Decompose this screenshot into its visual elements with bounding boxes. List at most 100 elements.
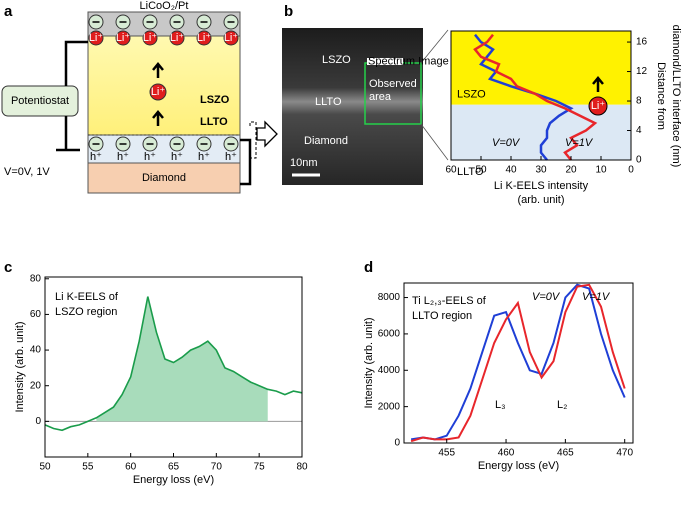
- shaded-area: [96, 296, 268, 422]
- label: 10: [595, 165, 607, 176]
- label: LLTO: [315, 96, 342, 108]
- label: Distance from: [655, 62, 667, 130]
- label: Li⁺: [89, 32, 104, 44]
- label: Li⁺: [151, 86, 166, 98]
- label: 60: [30, 309, 42, 320]
- label: 470: [616, 448, 633, 459]
- label: Diamond: [304, 135, 348, 147]
- li-ion: [223, 30, 239, 46]
- label: h⁺: [117, 151, 129, 163]
- li-ion: [142, 30, 158, 46]
- label: 10nm: [290, 157, 318, 169]
- label: V=0V: [492, 137, 521, 149]
- label: 20: [30, 380, 42, 391]
- label: 2000: [378, 401, 401, 412]
- label: V=1V: [582, 291, 611, 303]
- label: Li K-EELS of: [55, 291, 119, 303]
- label: 60: [125, 462, 137, 473]
- frame: [403, 282, 634, 444]
- label: Li⁺: [224, 32, 239, 44]
- label: d: [364, 259, 373, 276]
- spectrum-line: [44, 296, 303, 432]
- micrograph: [282, 28, 449, 185]
- label: 20: [565, 165, 577, 176]
- label: 50: [39, 462, 51, 473]
- label: 30: [535, 165, 547, 176]
- label: 0: [35, 416, 41, 427]
- profile-line: [474, 33, 574, 161]
- label: 460: [498, 448, 515, 459]
- label: 465: [557, 448, 574, 459]
- profile-line: [473, 33, 598, 161]
- label: h⁺: [171, 151, 183, 163]
- label: 75: [254, 462, 266, 473]
- label: Potentiostat: [11, 95, 69, 107]
- arrow: [592, 76, 604, 92]
- label: 50: [475, 165, 487, 176]
- label: 12: [636, 66, 648, 77]
- label: Li⁺: [591, 100, 606, 112]
- label: L₂: [557, 399, 567, 411]
- label: 0: [394, 438, 400, 449]
- label: a: [4, 3, 13, 20]
- li-ion: [149, 83, 167, 101]
- label: LSZO: [322, 54, 351, 66]
- label: 55: [82, 462, 94, 473]
- label: h⁺: [198, 151, 210, 163]
- label: LLTO: [200, 116, 228, 128]
- label: Diamond: [142, 172, 186, 184]
- label: 60: [445, 165, 457, 176]
- label: 65: [168, 462, 180, 473]
- label: Intensity (arb. unit): [14, 321, 26, 412]
- label: h⁺: [144, 151, 156, 163]
- label: LSZO: [457, 89, 486, 101]
- label: Energy loss (eV): [478, 460, 559, 472]
- label: Li⁺: [116, 32, 131, 44]
- li-ion: [588, 96, 608, 116]
- label: 6000: [378, 329, 401, 340]
- label: 70: [211, 462, 223, 473]
- label: LSZO: [200, 94, 230, 106]
- label: b: [284, 3, 293, 20]
- label: 80: [30, 273, 42, 284]
- label: 8: [636, 96, 642, 107]
- label: 40: [30, 345, 42, 356]
- label: Energy loss (eV): [133, 474, 214, 486]
- label: diamond/LLTO interface (nm): [670, 25, 682, 168]
- label: V=0V: [532, 291, 561, 303]
- label: 4000: [378, 365, 401, 376]
- label: 80: [296, 462, 308, 473]
- label: Li⁺: [197, 32, 212, 44]
- label: 0: [628, 165, 634, 176]
- label: c: [4, 259, 12, 276]
- label: V=0V, 1V: [4, 166, 50, 178]
- label: 455: [438, 448, 455, 459]
- li-ion: [196, 30, 212, 46]
- label: area: [369, 91, 392, 103]
- label: LLTO: [457, 166, 484, 178]
- label: Observed: [369, 78, 417, 90]
- label: Li⁺: [143, 32, 158, 44]
- label: LiCoO₂/Pt: [140, 0, 189, 12]
- label: Li K-EELS intensity: [494, 180, 589, 192]
- label: L₃: [495, 399, 506, 411]
- li-ion: [169, 30, 185, 46]
- li-ion: [88, 30, 104, 46]
- label: V=1V: [565, 137, 594, 149]
- label: Ti L₂,₃-EELS of: [412, 295, 487, 307]
- label: 16: [636, 37, 648, 48]
- label: 40: [505, 165, 517, 176]
- label: (arb. unit): [517, 194, 564, 206]
- label: h⁺: [90, 151, 102, 163]
- label: LLTO region: [412, 310, 472, 322]
- label: Intensity (arb. unit): [363, 317, 375, 408]
- label: h⁺: [225, 151, 237, 163]
- label: Li⁺: [170, 32, 185, 44]
- spectrum-line: [410, 283, 626, 443]
- label: 0: [636, 155, 642, 166]
- device-diagram: [1, 11, 278, 194]
- label: LSZO region: [55, 306, 117, 318]
- label: 8000: [378, 292, 401, 303]
- label: Spectrum Image: [368, 55, 449, 67]
